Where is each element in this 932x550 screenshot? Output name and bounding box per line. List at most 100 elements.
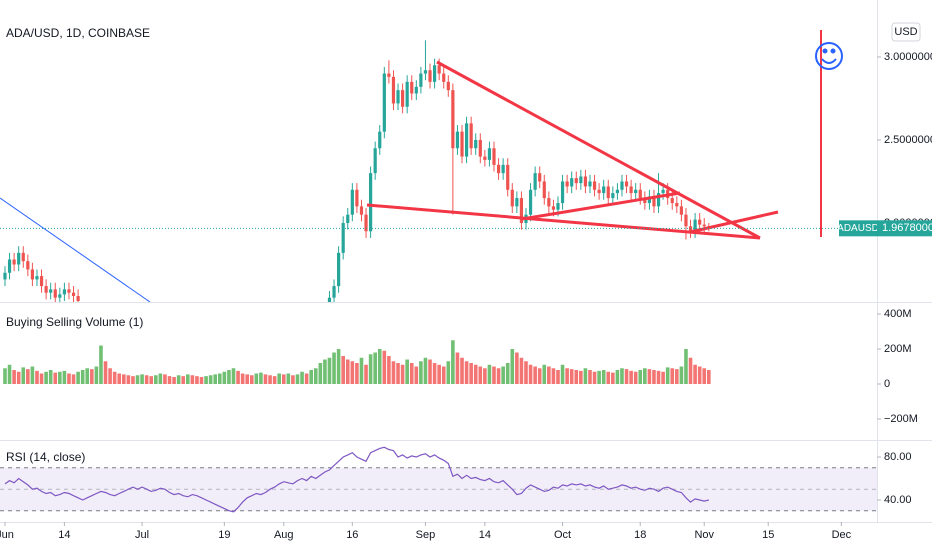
volume-bar [62,370,67,385]
indicator-title: Buying Selling Volume (1) [6,315,143,329]
volume-bar [501,366,505,385]
volume-bar [364,364,368,385]
candle-body [391,76,396,104]
candle-body [496,164,501,174]
volume-bar [231,368,236,385]
volume-bar [656,370,661,385]
volume-bar [227,370,231,385]
candle-body [359,206,364,215]
candle-body [698,219,702,225]
volume-bar [30,366,35,385]
volume-bar [620,368,624,385]
volume-bar [492,366,496,385]
candle-body [432,65,437,82]
volume-bar [496,368,501,385]
x-tick-label: 14 [479,529,491,541]
volume-bar [90,369,94,385]
volume-bar [126,375,131,385]
volume-bar [579,370,583,385]
volume-bar [158,373,163,385]
volume-bar [327,357,332,385]
volume-bar [569,369,574,385]
trend-line [0,197,151,302]
volume-bar [487,364,492,385]
indicator-title: RSI (14, close) [6,450,85,464]
volume-bar [172,377,176,385]
symbol-tag-label: ADAUSD [837,223,879,234]
candle-body [538,173,542,182]
volume-bar [245,374,250,385]
volume-bar [268,375,272,385]
candle-body [533,173,537,190]
volume-bar [149,376,154,385]
volume-bar [53,372,58,385]
volume-bar [217,373,222,385]
volume-bar [414,366,419,385]
candle-body [519,198,524,223]
candle-body [423,70,428,74]
y-tick-label: −200M [884,413,918,425]
volume-bar [382,350,387,385]
candle-body [611,193,615,199]
volume-bar [533,366,537,385]
volume-bar [208,375,213,385]
volume-bar [629,370,633,385]
volume-bar [652,370,656,385]
volume-bar [176,375,181,385]
volume-bar [483,368,487,385]
y-tick-label: 40.00 [884,494,912,506]
volume-bar [199,377,204,385]
volume-bar [359,357,364,385]
volume-bar [547,366,551,385]
candle-body [528,189,533,215]
candle-body [506,164,510,190]
volume-bar [707,370,711,385]
volume-bar [154,375,158,385]
volume-bar [615,370,620,385]
candle-body [464,123,469,157]
candle-body [26,261,30,270]
candle-body [624,181,629,187]
volume-bar [601,370,606,385]
volume-bar [213,374,218,385]
volume-bar [204,376,208,385]
candle-body [369,173,373,232]
volume-bar [473,364,478,385]
candle-body [602,186,606,194]
volume-bar [336,349,341,385]
candle-body [661,189,665,194]
y-tick-label: 2.50000000 [884,134,932,146]
candle-body [592,181,597,190]
volume-bar [300,371,304,385]
volume-bar [309,370,313,385]
volume-bar [94,366,99,385]
volume-bar [679,366,684,385]
candle-body [382,73,386,132]
volume-bar [391,361,396,385]
symbol-tag [839,220,877,237]
volume-bar [537,368,542,385]
candle-body [510,189,514,207]
volume-bar [702,368,707,385]
currency-box [891,22,921,42]
volume-bar [670,368,675,385]
volume-bar [469,363,473,385]
volume-bar [647,369,652,385]
volume-bar [254,373,259,385]
volume-bar [551,368,556,385]
candle-body [49,289,53,293]
candle-body [542,181,546,199]
volume-bar [528,364,533,385]
volume-bar [76,371,80,385]
candle-body [693,219,697,232]
volume-bar [181,376,186,385]
volume-bar [515,352,519,385]
volume-bar [350,361,355,385]
volume-bar [140,374,144,385]
volume-bar [263,374,268,385]
candle-body [53,289,57,298]
x-tick-label: Nov [694,529,714,541]
volume-bar [80,370,85,385]
candle-body [419,73,423,87]
volume-bar [560,364,565,385]
